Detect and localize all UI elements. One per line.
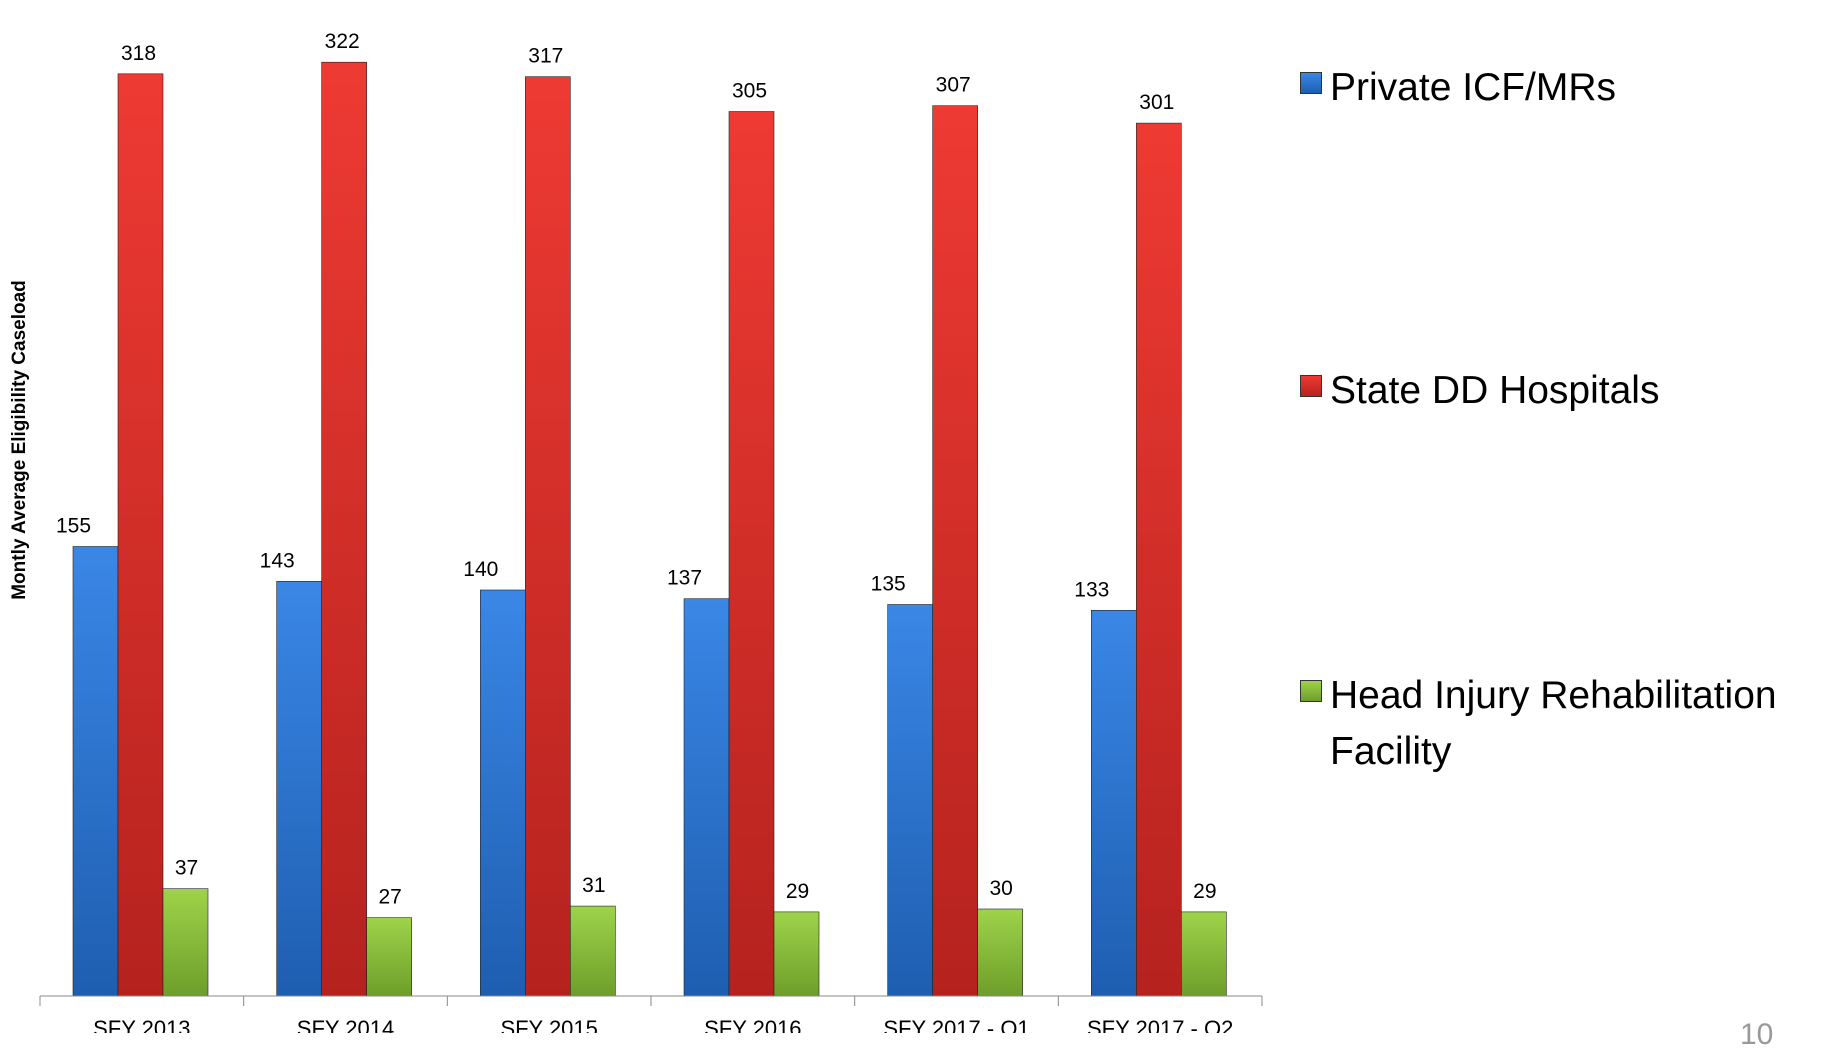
bar-private-icf-mrs-sfy-2014	[276, 580, 322, 997]
legend-item-state-dd: State DD Hospitals	[1300, 363, 1810, 419]
legend-item-private-icf: Private ICF/MRs	[1300, 60, 1810, 116]
data-label-head-injury-rehabilitation-facility-sfy-2016: 29	[786, 880, 809, 903]
data-label-private-icf-mrs-sfy-2017-q1: 135	[871, 573, 906, 596]
bar-state-dd-hospitals-sfy-2014	[321, 61, 367, 997]
bar-head-injury-rehabilitation-facility-sfy-2017-q2	[1181, 911, 1227, 997]
bar-head-injury-rehabilitation-facility-sfy-2014	[366, 917, 412, 997]
data-label-state-dd-hospitals-sfy-2013: 318	[121, 42, 156, 65]
data-label-head-injury-rehabilitation-facility-sfy-2017-q1: 30	[989, 877, 1012, 900]
x-tick-label-sfy-2017-q2: SFY 2017 - Q2	[1087, 1016, 1233, 1033]
data-label-head-injury-rehabilitation-facility-sfy-2015: 31	[582, 874, 605, 897]
data-label-private-icf-mrs-sfy-2015: 140	[463, 558, 498, 581]
legend-item-head-injury: Head Injury Rehabilitation Facility	[1300, 668, 1810, 780]
legend-label-state-dd: State DD Hospitals	[1330, 369, 1660, 412]
bar-head-injury-rehabilitation-facility-sfy-2016	[773, 911, 820, 997]
page-number: 10	[1740, 1018, 1774, 1051]
legend-swatch-head-injury	[1300, 680, 1322, 702]
bar-state-dd-hospitals-sfy-2017-q2	[1136, 122, 1182, 997]
bar-state-dd-hospitals-sfy-2013	[117, 73, 164, 997]
data-label-private-icf-mrs-sfy-2013: 155	[56, 515, 91, 538]
legend-label-head-injury: Head Injury Rehabilitation Facility	[1330, 674, 1777, 773]
bar-private-icf-mrs-sfy-2017-q1	[887, 604, 933, 997]
data-label-head-injury-rehabilitation-facility-sfy-2014: 27	[378, 886, 401, 909]
y-axis-label: Montly Average Eligibility Caseload	[9, 280, 30, 600]
legend-swatch-private-icf	[1300, 72, 1322, 94]
legend-swatch-state-dd	[1300, 375, 1322, 397]
x-tick-label-sfy-2015: SFY 2015	[500, 1016, 597, 1033]
data-label-head-injury-rehabilitation-facility-sfy-2017-q2: 29	[1193, 880, 1216, 903]
bar-private-icf-mrs-sfy-2017-q2	[1091, 609, 1137, 997]
bar-head-injury-rehabilitation-facility-sfy-2015	[570, 905, 616, 997]
data-label-state-dd-hospitals-sfy-2014: 322	[325, 30, 360, 53]
bar-private-icf-mrs-sfy-2015	[480, 589, 526, 997]
bar-state-dd-hospitals-sfy-2017-q1	[932, 105, 978, 997]
x-tick-label-sfy-2013: SFY 2013	[93, 1016, 190, 1033]
bar-private-icf-mrs-sfy-2013	[72, 546, 119, 997]
data-label-state-dd-hospitals-sfy-2017-q1: 307	[936, 74, 971, 97]
x-tick-label-sfy-2016: SFY 2016	[704, 1016, 801, 1033]
bar-state-dd-hospitals-sfy-2016	[728, 111, 775, 997]
data-label-private-icf-mrs-sfy-2017-q2: 133	[1074, 578, 1109, 601]
bar-head-injury-rehabilitation-facility-sfy-2017-q1	[977, 908, 1023, 997]
data-label-private-icf-mrs-sfy-2016: 137	[667, 567, 702, 590]
x-tick-label-sfy-2017-q1: SFY 2017 - Q1	[883, 1016, 1029, 1033]
data-label-head-injury-rehabilitation-facility-sfy-2013: 37	[175, 857, 198, 880]
data-label-state-dd-hospitals-sfy-2017-q2: 301	[1139, 91, 1174, 114]
legend-label-private-icf: Private ICF/MRs	[1330, 66, 1617, 109]
data-label-state-dd-hospitals-sfy-2015: 317	[528, 45, 563, 68]
x-tick-label-sfy-2014: SFY 2014	[297, 1016, 394, 1033]
data-label-private-icf-mrs-sfy-2014: 143	[260, 549, 295, 572]
bar-state-dd-hospitals-sfy-2015	[525, 76, 571, 997]
y-axis-label-container: Montly Average Eligibility Caseload	[8, 200, 32, 680]
data-label-state-dd-hospitals-sfy-2016: 305	[732, 80, 767, 103]
bar-head-injury-rehabilitation-facility-sfy-2013	[162, 888, 209, 997]
bar-private-icf-mrs-sfy-2016	[683, 598, 730, 997]
